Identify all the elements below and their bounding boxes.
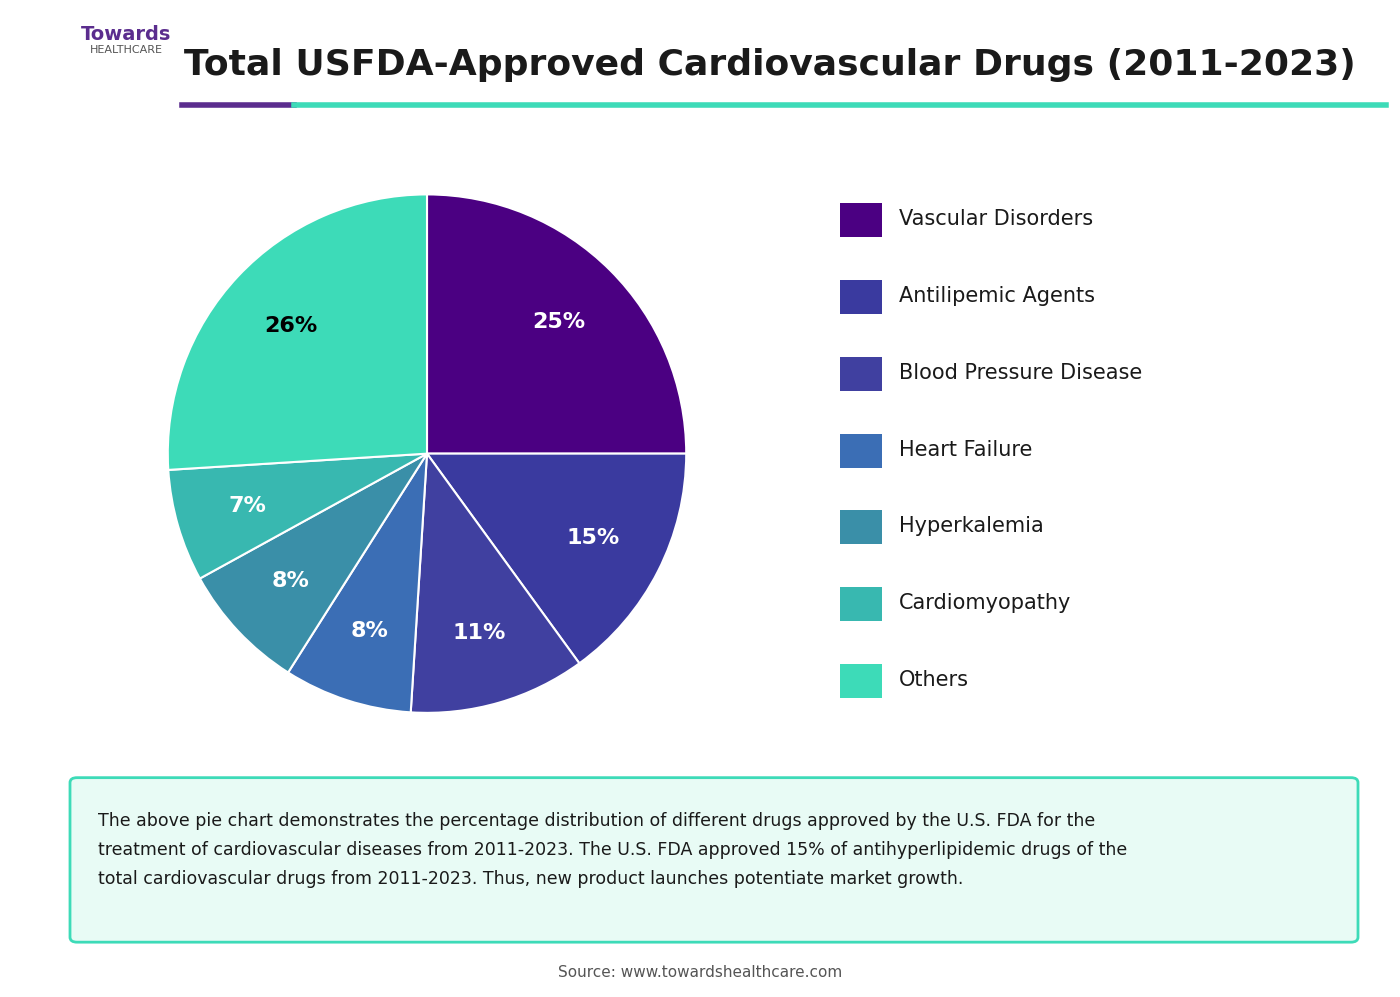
Text: Cardiomyopathy: Cardiomyopathy [899, 593, 1071, 613]
Text: 8%: 8% [350, 621, 388, 641]
Text: 7%: 7% [228, 496, 267, 515]
Text: Hyperkalemia: Hyperkalemia [899, 516, 1043, 536]
Text: HEALTHCARE: HEALTHCARE [90, 45, 162, 55]
Text: 26%: 26% [265, 316, 318, 336]
Text: Towards: Towards [81, 25, 171, 45]
Wedge shape [410, 454, 580, 713]
Wedge shape [168, 454, 427, 578]
Text: 15%: 15% [567, 528, 620, 548]
Text: Source: www.towardshealthcare.com: Source: www.towardshealthcare.com [557, 964, 843, 980]
Wedge shape [288, 454, 427, 712]
Text: 25%: 25% [532, 312, 585, 332]
Text: 8%: 8% [272, 571, 309, 591]
Wedge shape [427, 454, 686, 663]
Text: Others: Others [899, 670, 969, 690]
Text: Vascular Disorders: Vascular Disorders [899, 209, 1093, 229]
Wedge shape [200, 454, 427, 673]
Text: 11%: 11% [452, 623, 505, 643]
Wedge shape [168, 194, 427, 470]
Text: The above pie chart demonstrates the percentage distribution of different drugs : The above pie chart demonstrates the per… [98, 812, 1127, 888]
Text: Antilipemic Agents: Antilipemic Agents [899, 286, 1095, 306]
Text: Blood Pressure Disease: Blood Pressure Disease [899, 363, 1142, 383]
Text: Total USFDA-Approved Cardiovascular Drugs (2011-2023): Total USFDA-Approved Cardiovascular Drug… [185, 48, 1355, 82]
Text: Heart Failure: Heart Failure [899, 440, 1032, 460]
Wedge shape [427, 194, 686, 454]
